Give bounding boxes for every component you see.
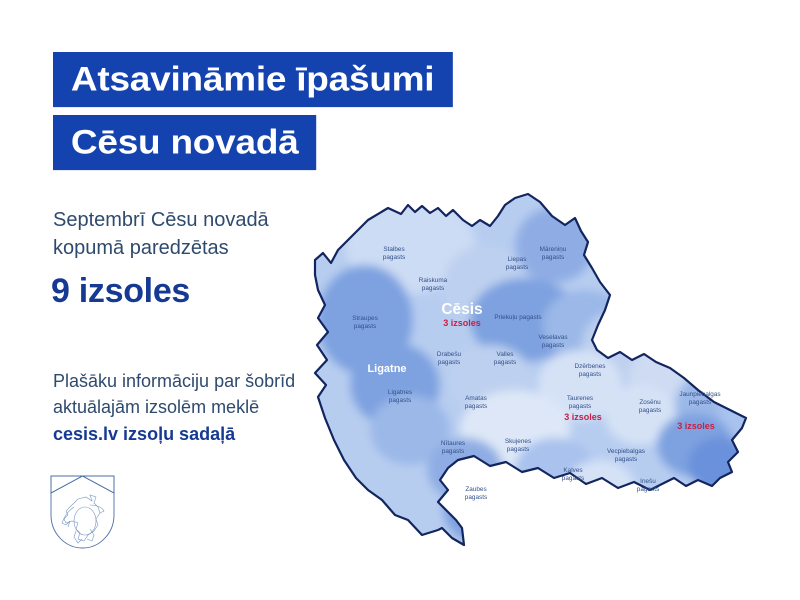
svg-text:pagasts: pagasts [615,456,637,463]
svg-text:Taurenes: Taurenes [567,395,593,402]
svg-text:Amatas: Amatas [465,395,487,402]
svg-text:3 izsoles: 3 izsoles [564,412,602,422]
svg-text:Skujenes: Skujenes [505,438,531,445]
svg-text:Cēsis: Cēsis [441,301,482,318]
svg-text:Kalves: Kalves [563,467,582,474]
svg-text:Raiskuma: Raiskuma [419,277,448,284]
svg-text:pagasts: pagasts [506,264,528,271]
svg-text:pagasts: pagasts [579,371,601,378]
svg-text:Priekuļu pagasts: Priekuļu pagasts [494,314,541,321]
svg-text:pagasts: pagasts [507,446,529,453]
svg-text:pagasts: pagasts [389,397,411,404]
svg-text:Dzērbenes: Dzērbenes [575,363,606,370]
svg-text:Jaunpiebalgas: Jaunpiebalgas [679,391,720,398]
svg-text:Zosēnu: Zosēnu [639,399,661,406]
svg-text:pagasts: pagasts [562,475,584,482]
svg-text:pagasts: pagasts [438,359,460,366]
svg-text:3 izsoles: 3 izsoles [443,318,481,328]
svg-text:Ligatne: Ligatne [367,363,406,375]
svg-text:pagasts: pagasts [569,403,591,410]
svg-text:Veselavas: Veselavas [538,334,567,341]
svg-text:Straupes: Straupes [352,315,378,322]
svg-text:Ligatnes: Ligatnes [388,389,412,396]
svg-text:3 izsoles: 3 izsoles [677,421,715,431]
svg-text:pagasts: pagasts [637,486,659,493]
svg-text:pagasts: pagasts [383,254,405,261]
svg-text:Valles: Valles [497,351,514,358]
svg-text:pagasts: pagasts [639,407,661,414]
svg-text:pagasts: pagasts [494,359,516,366]
svg-text:Zaubes: Zaubes [465,486,486,493]
svg-text:Drabešu: Drabešu [437,351,462,358]
svg-text:pagasts: pagasts [465,494,487,501]
svg-text:Māreniņu: Māreniņu [540,246,567,253]
svg-text:Nītaures: Nītaures [441,440,465,447]
svg-text:pagasts: pagasts [354,323,376,330]
svg-text:pagasts: pagasts [422,285,444,292]
svg-text:pagasts: pagasts [542,254,564,261]
svg-text:pagasts: pagasts [689,399,711,406]
svg-text:Inešu: Inešu [640,478,656,485]
svg-text:pagasts: pagasts [465,403,487,410]
svg-text:Liepas: Liepas [508,256,527,263]
svg-text:Stalbes: Stalbes [383,246,404,253]
svg-text:pagasts: pagasts [542,342,564,349]
svg-text:Vecpiebalgas: Vecpiebalgas [607,448,645,455]
svg-text:pagasts: pagasts [442,448,464,455]
